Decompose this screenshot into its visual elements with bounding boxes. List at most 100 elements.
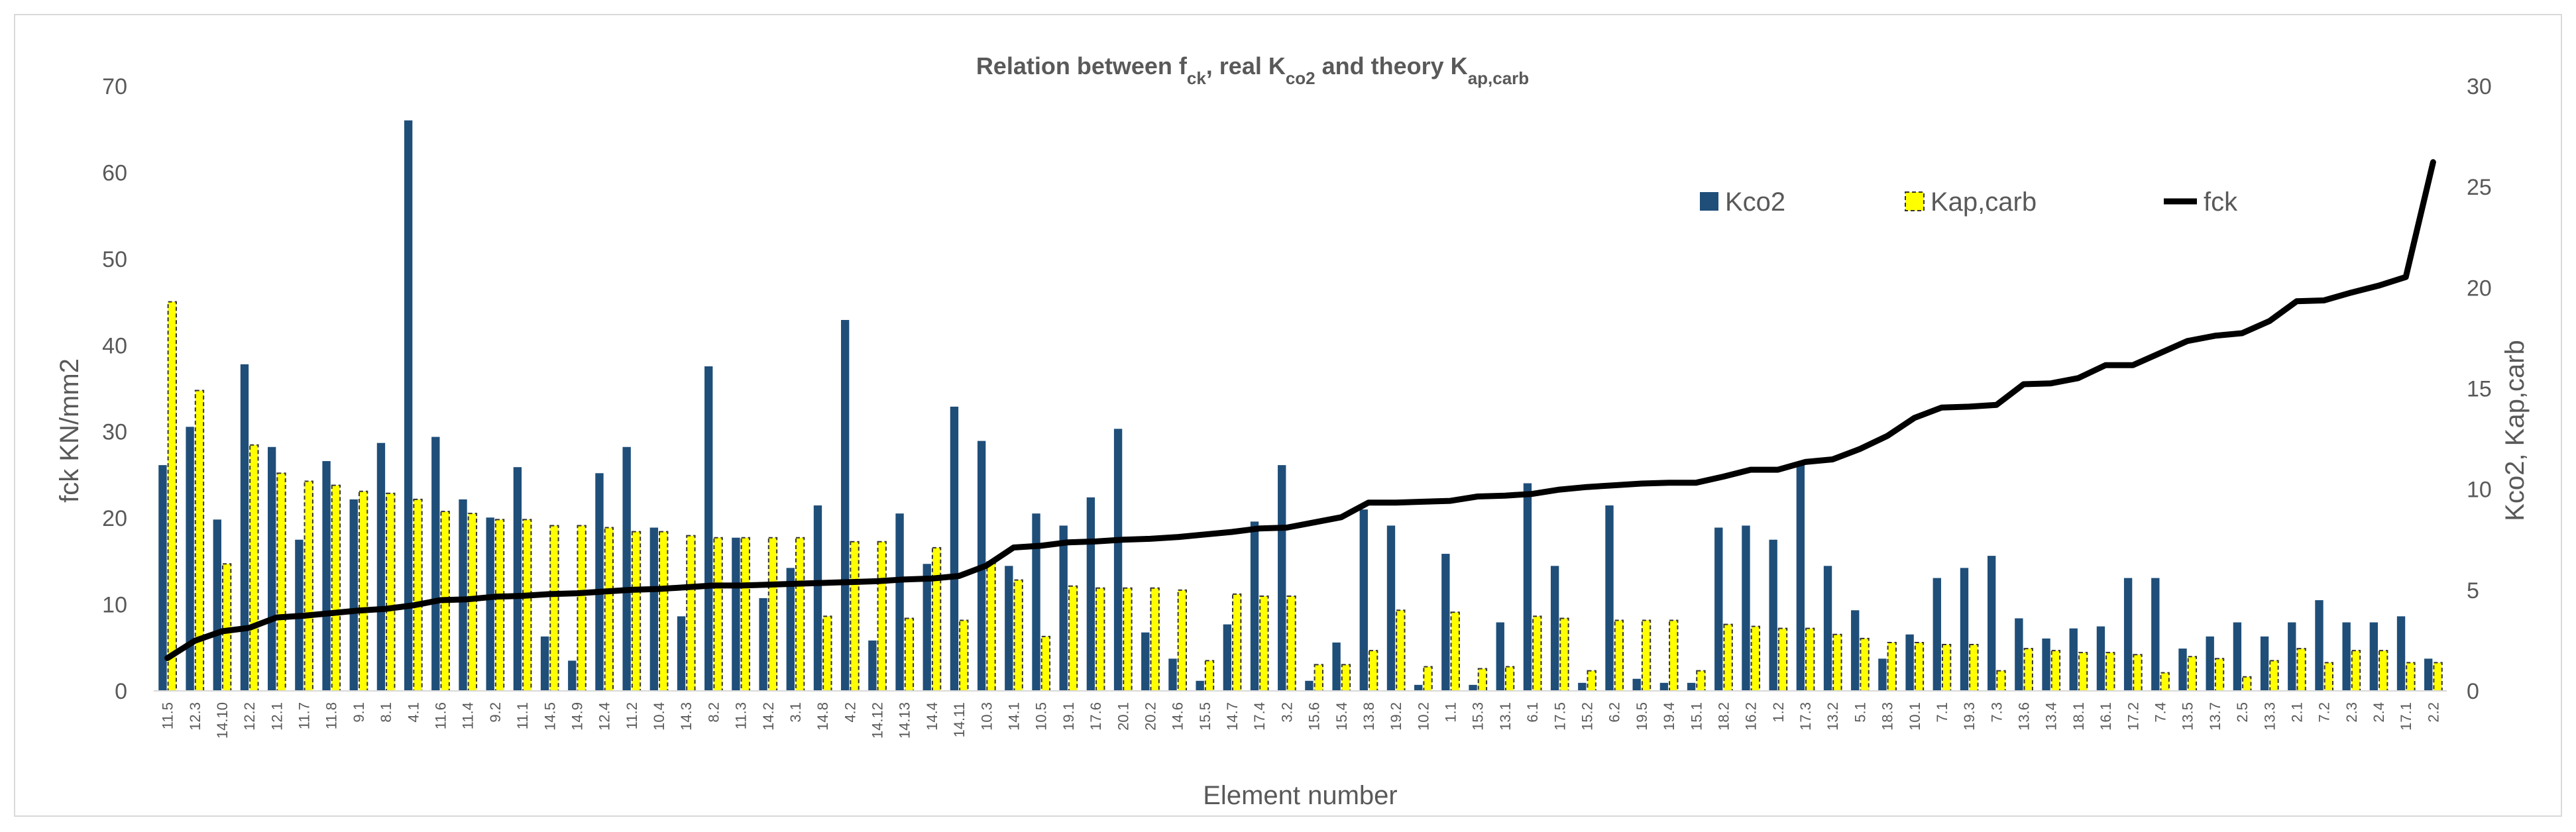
bar-kap-carb xyxy=(1232,593,1242,692)
y-right-tick-label: 30 xyxy=(2467,74,2492,99)
bar-kap-carb xyxy=(631,531,642,692)
bar-kap-carb xyxy=(986,561,996,692)
bar-kap-carb xyxy=(2187,656,2198,692)
x-axis-label: Element number xyxy=(1203,781,1397,810)
bar-kap-carb xyxy=(767,537,778,692)
x-tick-label: 2.4 xyxy=(2371,702,2387,723)
bar-kco2 xyxy=(1687,682,1696,691)
bar-kco2 xyxy=(1796,465,1805,691)
bar-kco2 xyxy=(322,461,331,691)
bar-kco2 xyxy=(1223,624,1232,691)
bar-kap-carb xyxy=(877,541,887,692)
x-tick-label: 15.4 xyxy=(1333,702,1350,731)
x-tick-label: 11.4 xyxy=(460,702,476,729)
title-part: and theory K xyxy=(1316,52,1468,79)
bar-kco2 xyxy=(1932,578,1941,691)
x-tick-label: 10.3 xyxy=(978,702,995,731)
bar-kco2 xyxy=(841,320,850,691)
x-tick-label: 17.5 xyxy=(1551,702,1568,731)
bar-kco2 xyxy=(2424,658,2433,691)
x-tick-label: 12.4 xyxy=(596,702,613,731)
bar-kap-carb xyxy=(522,519,532,692)
bar-kco2 xyxy=(404,120,413,691)
bar-kap-carb xyxy=(2242,676,2252,692)
bar-kco2 xyxy=(1168,658,1177,691)
x-tick-label: 13.2 xyxy=(1824,702,1841,731)
bar-kap-carb xyxy=(2160,672,2170,692)
bar-kco2 xyxy=(1905,634,1914,691)
y-axis-left-label: fck KN/mm2 xyxy=(55,358,84,503)
x-tick-label: 11.7 xyxy=(296,702,313,729)
bar-kap-carb xyxy=(1259,595,1269,692)
x-tick-label: 10.1 xyxy=(1907,702,1923,731)
bar-kap-carb xyxy=(1013,579,1023,692)
x-tick-label: 14.1 xyxy=(1006,702,1023,731)
x-tick-label: 19.4 xyxy=(1661,702,1677,731)
x-tick-label: 8.2 xyxy=(705,702,722,723)
bar-kco2 xyxy=(1742,525,1750,691)
bar-kap-carb xyxy=(358,490,368,692)
x-tick-label: 11.3 xyxy=(733,702,750,729)
bar-kco2 xyxy=(1960,568,1969,691)
y-left-tick-label: 60 xyxy=(102,160,127,185)
y-axis-right-label: Kco2, Kap,carb xyxy=(2500,340,2530,521)
bar-kap-carb xyxy=(276,472,286,692)
bar-kap-carb xyxy=(686,535,696,692)
bar-kap-carb xyxy=(822,615,832,692)
x-tick-label: 11.2 xyxy=(624,702,640,729)
x-tick-label: 16.1 xyxy=(2098,702,2114,731)
bar-kap-carb xyxy=(1477,668,1488,692)
bar-kap-carb xyxy=(1368,650,1378,692)
x-tick-label: 10.2 xyxy=(1415,702,1431,731)
bar-kap-carb xyxy=(2379,650,2388,692)
x-tick-label: 8.1 xyxy=(378,702,394,723)
bar-kap-carb xyxy=(331,484,341,692)
bar-kco2 xyxy=(923,564,931,691)
bar-kco2 xyxy=(1086,497,1095,691)
bar-kap-carb xyxy=(1504,666,1515,692)
bar-kco2 xyxy=(2396,616,2406,691)
bar-kap-carb xyxy=(1068,585,1078,692)
bar-kco2 xyxy=(1823,566,1832,691)
bar-kap-carb xyxy=(2406,662,2416,692)
bar-kco2 xyxy=(1469,684,1477,691)
bar-kap-carb xyxy=(2078,652,2088,692)
bar-kap-carb xyxy=(2351,650,2361,692)
bar-kap-carb xyxy=(1532,615,1542,692)
bar-kap-carb xyxy=(549,525,559,692)
bar-kco2 xyxy=(595,473,604,691)
legend-item-fck: fck xyxy=(2164,187,2238,217)
bar-kco2 xyxy=(2342,622,2351,691)
bar-kco2 xyxy=(1032,513,1040,691)
x-tick-label: 14.9 xyxy=(569,702,586,731)
bar-kco2 xyxy=(1386,525,1396,691)
bar-kco2 xyxy=(1141,632,1150,691)
x-tick-label: 13.6 xyxy=(2016,702,2033,731)
x-tick-label: 17.1 xyxy=(2398,702,2414,731)
bar-kap-carb xyxy=(1750,625,1760,692)
bar-kco2 xyxy=(349,499,358,691)
bar-kco2 xyxy=(2233,622,2242,691)
x-tick-label: 17.4 xyxy=(1251,702,1268,731)
bar-kap-carb xyxy=(1396,609,1406,692)
bar-kap-carb xyxy=(1040,635,1051,692)
bar-kco2 xyxy=(2260,636,2269,691)
bar-kco2 xyxy=(813,505,822,691)
bar-kco2 xyxy=(1605,505,1614,691)
x-tick-label: 3.1 xyxy=(787,702,804,723)
bar-kco2 xyxy=(1250,521,1259,691)
x-tick-label: 20.2 xyxy=(1143,702,1159,731)
y-right-tick-label: 5 xyxy=(2467,578,2479,603)
bar-kap-carb xyxy=(1777,627,1788,692)
bar-kco2 xyxy=(895,513,904,691)
x-tick-label: 5.1 xyxy=(1852,702,1868,723)
bar-kco2 xyxy=(1059,525,1068,691)
x-tick-label: 14.8 xyxy=(814,702,831,731)
x-tick-label: 1.2 xyxy=(1770,702,1787,723)
x-tick-label: 2.2 xyxy=(2425,702,2441,723)
bar-kco2 xyxy=(268,446,276,691)
bar-kco2 xyxy=(186,427,194,691)
bar-kco2 xyxy=(158,465,167,691)
bar-kap-carb xyxy=(194,390,205,692)
